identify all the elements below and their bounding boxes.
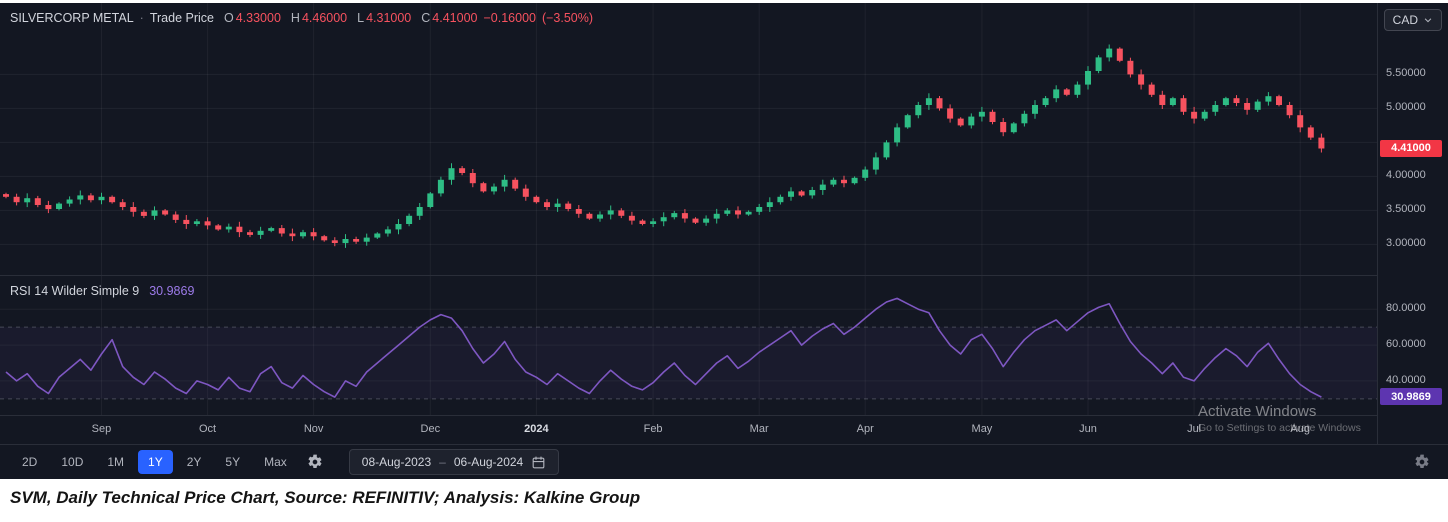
- range-button-1m[interactable]: 1M: [97, 450, 134, 474]
- price-change-pct: (−3.50%): [541, 11, 594, 25]
- rsi-canvas[interactable]: [0, 276, 1378, 415]
- range-button-2y[interactable]: 2Y: [177, 450, 212, 474]
- currency-selector[interactable]: CAD: [1383, 9, 1442, 31]
- chart-settings-icon[interactable]: [1408, 450, 1436, 474]
- rsi-axis-label: 60.0000: [1386, 338, 1426, 351]
- price-change: −0.16000: [483, 11, 536, 25]
- range-button-5y[interactable]: 5Y: [215, 450, 250, 474]
- price-scale[interactable]: CAD 5.50000 5.00000 4.00000 3.50000 3.00000 …: [1377, 3, 1448, 444]
- price-axis-label: 5.50000: [1386, 67, 1426, 80]
- ohlc-open: O 4.33000: [223, 11, 281, 25]
- bottom-toolbar: 2D 10D 1M 1Y 2Y 5Y Max 08-Aug-2023 – 06-…: [0, 444, 1448, 479]
- ohlc-low: L 4.31000: [357, 11, 412, 25]
- series-type-label: Trade Price: [149, 11, 214, 25]
- time-axis-label: Jul: [1187, 423, 1202, 435]
- price-legend: SILVERCORP METAL · Trade Price O 4.33000 …: [10, 11, 593, 25]
- range-button-10d[interactable]: 10D: [51, 450, 93, 474]
- time-axis-label: Feb: [643, 423, 663, 435]
- currency-label: CAD: [1392, 13, 1418, 27]
- price-axis-label: 5.00000: [1386, 101, 1426, 114]
- last-price-badge: 4.41000: [1380, 139, 1442, 157]
- range-button-2d[interactable]: 2D: [12, 450, 47, 474]
- date-range-picker[interactable]: 08-Aug-2023 – 06-Aug-2024: [348, 449, 560, 475]
- pane-divider[interactable]: [0, 275, 1448, 276]
- rsi-value-badge: 30.9869: [1380, 388, 1442, 406]
- legend-separator: ·: [139, 11, 144, 25]
- price-axis-label: 4.00000: [1386, 169, 1426, 182]
- calendar-icon: [532, 456, 545, 468]
- time-axis-label: Dec: [420, 423, 441, 435]
- rsi-label: RSI 14 Wilder Simple 9: [10, 284, 140, 298]
- price-axis-label: 3.00000: [1386, 237, 1426, 250]
- time-scale[interactable]: Sep Oct Nov Dec 2024 Feb Mar Apr May Jun Jul Aug: [0, 416, 1378, 444]
- time-axis-label: Aug: [1290, 423, 1310, 435]
- date-range-end: 06-Aug-2024: [453, 455, 524, 469]
- range-button-1y[interactable]: 1Y: [138, 450, 173, 474]
- ohlc-high: H 4.46000: [290, 11, 348, 25]
- time-axis-label: 2024: [524, 423, 549, 435]
- time-axis-label: Apr: [856, 423, 874, 435]
- ohlc-close: C 4.41000: [421, 11, 478, 25]
- price-candlestick-canvas[interactable]: [0, 3, 1378, 275]
- time-axis-label: Sep: [91, 423, 112, 435]
- trading-chart-widget: SILVERCORP METAL · Trade Price O 4.33000 …: [0, 3, 1448, 479]
- chart-caption: SVM, Daily Technical Price Chart, Source…: [0, 479, 1448, 522]
- time-axis-label: Oct: [198, 423, 217, 435]
- time-axis-label: Mar: [749, 423, 769, 435]
- price-axis-label: 3.50000: [1386, 203, 1426, 216]
- chevron-down-icon: [1424, 18, 1432, 23]
- time-axis-label: May: [971, 423, 993, 435]
- date-range-start: 08-Aug-2023: [361, 455, 432, 469]
- rsi-value: 30.9869: [149, 284, 195, 298]
- axis-divider: [0, 415, 1448, 416]
- interval-settings-gear-icon[interactable]: [301, 450, 329, 474]
- time-axis-label: Jun: [1079, 423, 1097, 435]
- symbol-name: SILVERCORP METAL: [10, 11, 134, 25]
- range-button-max[interactable]: Max: [254, 450, 297, 474]
- date-range-separator: –: [439, 455, 446, 469]
- time-axis-label: Nov: [303, 423, 324, 435]
- rsi-axis-label: 80.0000: [1386, 302, 1426, 315]
- rsi-axis-label: 40.0000: [1386, 373, 1426, 386]
- rsi-legend: RSI 14 Wilder Simple 9 30.9869: [10, 284, 194, 298]
